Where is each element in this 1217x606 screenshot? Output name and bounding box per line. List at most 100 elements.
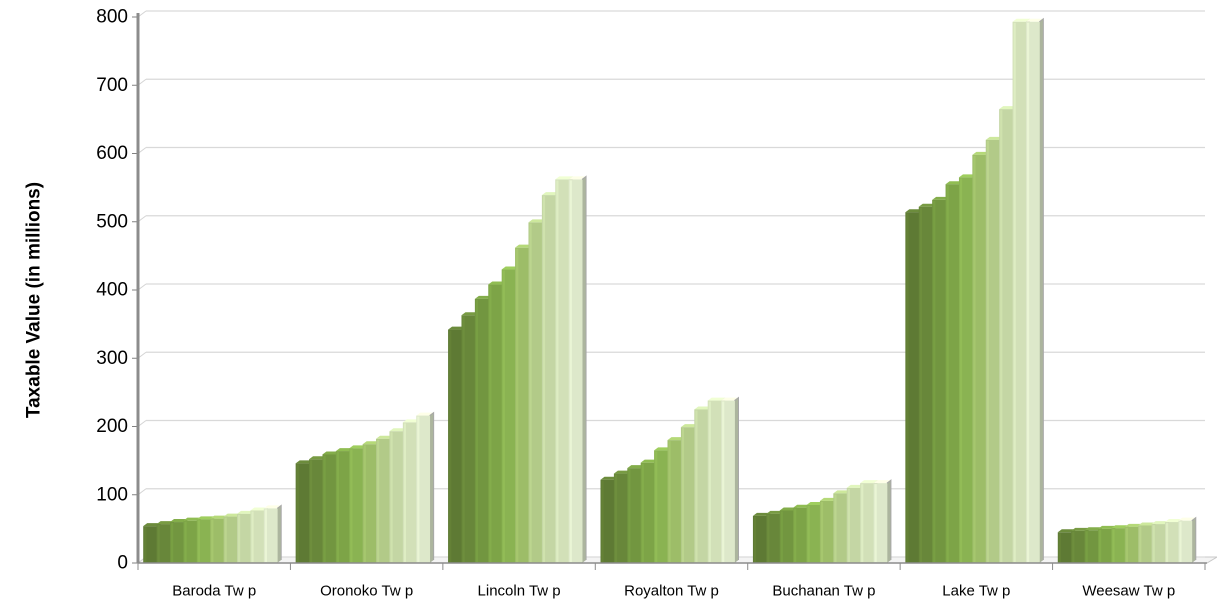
- bar-top: [335, 448, 354, 452]
- bar-front: [918, 206, 933, 564]
- bar-group-6: [1057, 516, 1197, 563]
- bar-highlight: [614, 474, 618, 562]
- bar-group-1: [295, 411, 435, 563]
- bar-top: [694, 406, 712, 410]
- bar-top: [1164, 519, 1183, 523]
- bar-top: [985, 136, 1004, 140]
- bar-top: [474, 295, 493, 299]
- bar-highlight: [668, 441, 671, 562]
- bar-front: [237, 513, 251, 563]
- bar-highlight: [1026, 22, 1030, 562]
- bar-front: [958, 177, 973, 563]
- bar-highlight: [417, 416, 420, 562]
- bar-highlight: [1112, 529, 1115, 562]
- bar-highlight: [264, 509, 268, 562]
- bar-highlight: [1139, 526, 1142, 562]
- bar-highlight: [681, 428, 685, 562]
- bar-top: [223, 513, 242, 517]
- bar-front: [263, 508, 278, 563]
- bar-front: [448, 329, 462, 563]
- bar-highlight: [986, 140, 989, 562]
- bar-top: [196, 516, 215, 520]
- bar-front: [640, 462, 655, 563]
- bar-highlight: [1125, 527, 1128, 562]
- bar-top: [958, 174, 977, 178]
- bar-highlight: [502, 270, 505, 562]
- bar-top: [156, 521, 175, 525]
- y-tick-label: 0: [117, 553, 128, 574]
- y-axis-label: Taxable Value (in millions): [24, 182, 45, 418]
- bar-front: [389, 431, 404, 563]
- bar-edge: [429, 411, 435, 560]
- bar-highlight: [874, 484, 877, 562]
- bar: [263, 505, 282, 563]
- bar-front: [335, 451, 350, 563]
- bar-highlight: [336, 452, 340, 562]
- bar-front: [613, 473, 628, 563]
- bar-top: [905, 209, 923, 213]
- bar-top: [555, 176, 573, 180]
- bar-highlight: [708, 401, 711, 562]
- bar-group-5: [905, 17, 1044, 564]
- bar-side: [1039, 18, 1044, 563]
- bar-front: [721, 400, 735, 563]
- bar-top: [600, 476, 618, 480]
- bar-front: [905, 212, 920, 563]
- bar-front: [1111, 528, 1126, 563]
- bar-highlight: [722, 401, 725, 562]
- bar-top: [263, 505, 282, 509]
- bar-edge: [886, 479, 892, 560]
- bar-highlight: [973, 155, 976, 563]
- bar-highlight: [363, 445, 366, 562]
- bar-front: [295, 463, 310, 563]
- bar-highlight: [861, 484, 864, 562]
- bar-top: [309, 456, 327, 460]
- bar-highlight: [390, 432, 393, 562]
- bar-edge: [581, 175, 587, 560]
- bar-highlight: [1152, 525, 1155, 562]
- bar-highlight: [1000, 110, 1003, 562]
- bar-front: [945, 184, 960, 563]
- bar-front: [461, 315, 476, 563]
- bar-front: [766, 513, 781, 563]
- bar-top: [627, 465, 645, 469]
- bar-front: [349, 448, 364, 563]
- bar-side: [1191, 517, 1196, 563]
- bar-side: [734, 397, 739, 563]
- bar-front: [680, 427, 695, 563]
- bar-front: [416, 415, 431, 563]
- bar-front: [1164, 522, 1179, 563]
- bar-front: [1138, 525, 1152, 563]
- y-tick-label: 300: [96, 348, 128, 369]
- bar-top: [918, 203, 937, 207]
- bar-top: [945, 181, 963, 185]
- bar-highlight: [489, 285, 492, 562]
- bar-highlight: [906, 213, 909, 562]
- bar-highlight: [1098, 529, 1102, 562]
- bar-top: [766, 510, 784, 514]
- bar-top: [1124, 523, 1143, 527]
- bar-highlight: [695, 410, 698, 562]
- bar-top: [376, 435, 394, 439]
- bar-top: [568, 176, 587, 180]
- bar-front: [528, 222, 543, 563]
- bar-top: [295, 460, 314, 464]
- bar-highlight: [475, 299, 479, 562]
- bar-top: [752, 512, 771, 516]
- bar-top: [250, 507, 268, 511]
- bar-top: [1111, 525, 1129, 529]
- bar-highlight: [238, 514, 241, 562]
- x-tick-label: Buchanan Tw p: [772, 583, 875, 600]
- bar-group-4: [752, 479, 892, 563]
- bar-top: [654, 447, 672, 451]
- bar-top: [170, 519, 188, 523]
- bar-group-0: [143, 504, 282, 563]
- bar-front: [309, 459, 323, 563]
- bar-top: [1057, 529, 1076, 533]
- y-tick-label: 700: [96, 75, 128, 96]
- bar-highlight: [556, 180, 559, 562]
- bar-highlight: [655, 451, 658, 562]
- bar-top: [143, 523, 161, 527]
- x-tick-label: Weesaw Tw p: [1082, 583, 1175, 600]
- bar-highlight: [310, 460, 313, 562]
